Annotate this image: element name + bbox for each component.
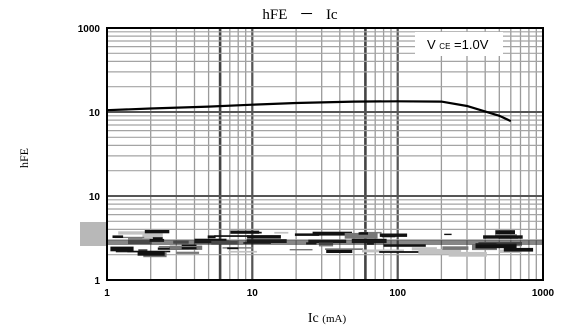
- svg-text:V CE =1.0V: V CE =1.0V: [427, 37, 489, 52]
- title-dash: －: [299, 7, 314, 23]
- artifact-speck: [379, 251, 419, 253]
- artifact-speck: [312, 231, 352, 236]
- artifact-speck: [344, 232, 378, 239]
- title-main: hFE: [262, 7, 287, 23]
- x-tick-labels: 1 10 100 1000: [104, 288, 554, 299]
- artifact-speck: [418, 248, 462, 255]
- artifact-speck: [142, 233, 163, 239]
- y-tick-label: 1000: [78, 24, 101, 35]
- plot-frame: [106, 27, 544, 281]
- artifact-speck: [152, 237, 163, 241]
- artifact-speck: [325, 248, 364, 250]
- artifact-speck: [383, 244, 426, 247]
- artifact-speck: [498, 236, 519, 239]
- artifact-speck: [115, 251, 142, 253]
- artifact-speck: [448, 251, 487, 257]
- artifact-speck: [144, 230, 170, 234]
- artifact-speck: [138, 249, 148, 251]
- x-axis-label-unit: (mA): [322, 313, 346, 325]
- artifact-speck: [176, 251, 200, 254]
- artifact-speck: [137, 251, 165, 256]
- artifact-speck: [289, 249, 313, 251]
- title-second: Ic: [326, 7, 338, 23]
- series-line: [106, 100, 512, 123]
- artifact-block: [80, 222, 106, 246]
- y-tick-label: 10: [89, 192, 101, 203]
- artifact-speck: [112, 235, 124, 238]
- artifact-speck: [362, 249, 404, 253]
- annotation-rest: =1.0V: [454, 37, 489, 52]
- artifact-speck: [495, 230, 515, 235]
- annotation-v: V: [427, 37, 436, 52]
- annotation-sub: CE: [439, 42, 450, 51]
- artifact-speck: [480, 243, 517, 249]
- artifact-speck: [118, 231, 153, 235]
- x-tick-label: 100: [389, 288, 406, 299]
- annotation-vce: V CE =1.0V: [415, 32, 503, 56]
- artifact-speck: [381, 233, 396, 238]
- artifact-speck: [274, 231, 289, 234]
- chart-title: hFE － Ic: [262, 7, 338, 23]
- artifact-speck: [158, 246, 197, 248]
- artifact-speck: [247, 235, 281, 239]
- artifact-speck: [250, 231, 262, 234]
- artifact-speck: [444, 233, 452, 236]
- artifact-band: [107, 240, 543, 245]
- x-axis-label-main: Ic: [308, 311, 319, 326]
- x-tick-label: 1: [104, 288, 110, 299]
- artifact-speck: [110, 246, 134, 252]
- y-tick-labels: 1 10 10 1000: [78, 24, 101, 287]
- y-tick-label: 10: [89, 108, 101, 119]
- grid: [106, 27, 544, 281]
- scan-artifacts: [80, 222, 543, 258]
- x-axis-label: Ic (mA): [308, 311, 347, 326]
- artifact-speck: [326, 249, 353, 253]
- artifact-speck: [228, 250, 257, 253]
- y-tick-label: 1: [94, 276, 100, 287]
- artifact-speck: [114, 236, 145, 239]
- artifact-speck: [503, 247, 534, 252]
- artifact-speck: [207, 235, 216, 239]
- y-axis-label: hFE: [17, 148, 31, 168]
- artifact-speck: [360, 231, 382, 234]
- x-tick-label: 10: [247, 288, 259, 299]
- artifact-speck: [358, 232, 368, 235]
- artifact-speck: [230, 230, 260, 234]
- artifact-speck: [411, 247, 437, 251]
- x-tick-label: 1000: [532, 288, 555, 299]
- artifact-speck: [442, 246, 469, 250]
- artifact-speck: [227, 247, 239, 250]
- artifact-speck: [214, 235, 249, 237]
- artifact-speck: [294, 233, 320, 236]
